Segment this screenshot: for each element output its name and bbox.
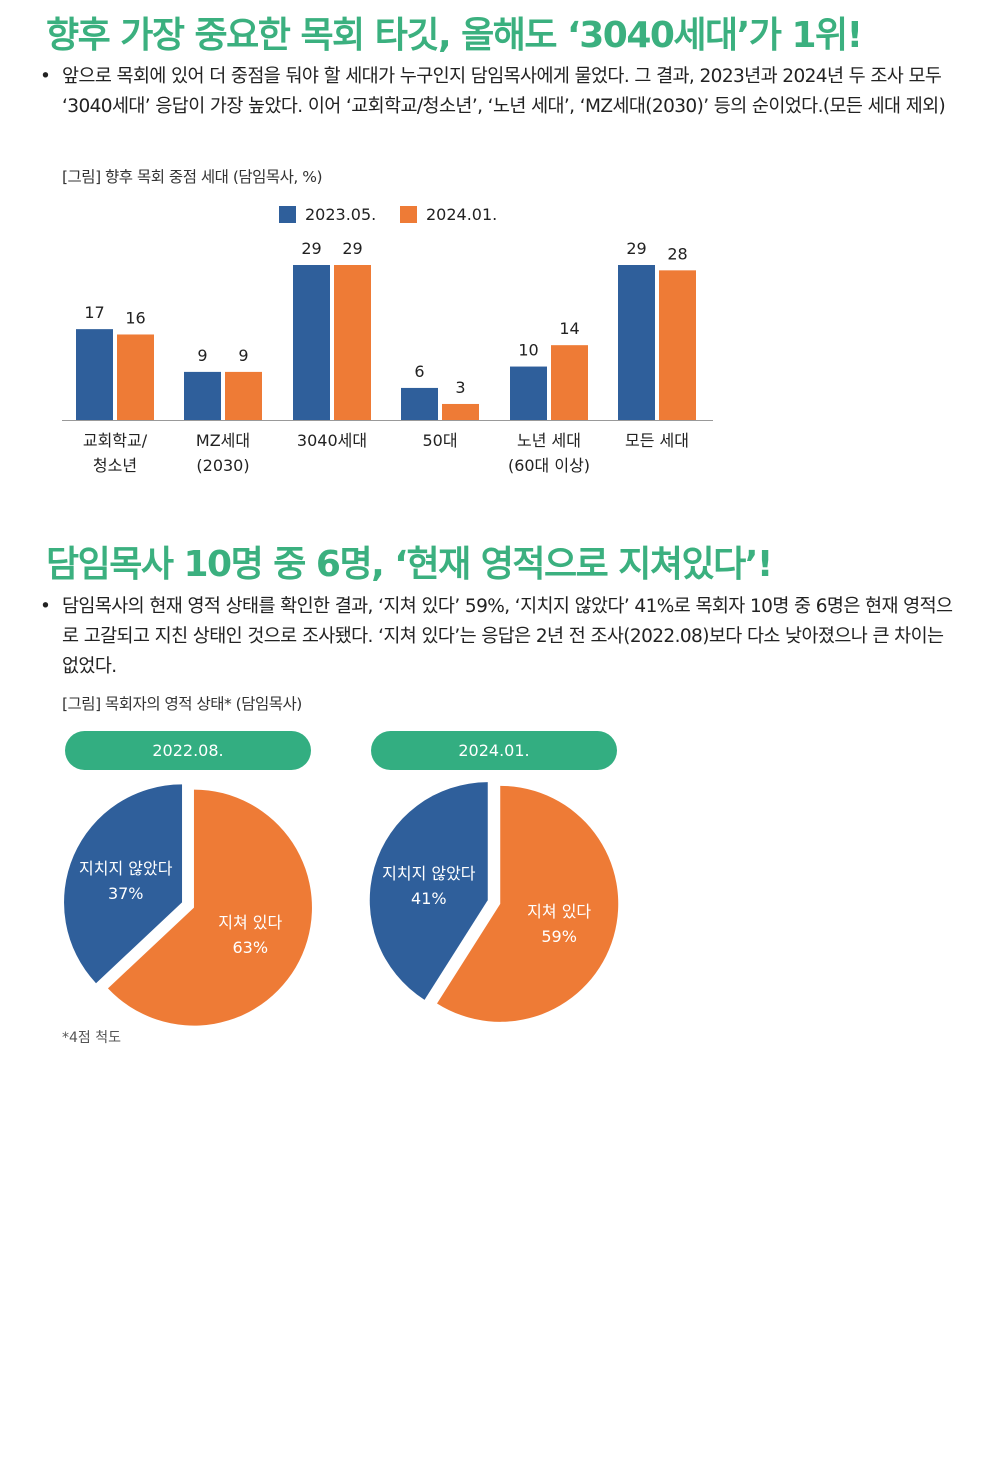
pie-1-slice-2-label: 지쳐 있다 [218, 913, 282, 932]
pie-2-header-pill [371, 731, 617, 770]
data-label-1-6: 29 [626, 239, 646, 258]
pie-1-header-pill [65, 731, 311, 770]
pie-1-title: 2022.08. [152, 741, 223, 760]
category-label-1-line1: 교회학교/ [83, 431, 148, 450]
category-label-2-line1: MZ세대 [196, 431, 250, 450]
bar-1-6 [618, 265, 655, 420]
section1-paragraph-block: • 앞으로 목회에 있어 더 중점을 둬야 할 세대가 누구인지 담임목사에게 … [40, 62, 965, 122]
bar-2-3 [334, 265, 371, 420]
data-label-2-4: 3 [455, 378, 465, 397]
data-label-1-5: 10 [518, 341, 538, 360]
section1-title: 향후 가장 중요한 목회 타깃, 올해도 ‘3040세대’가 1위! [46, 15, 863, 56]
data-label-1-4: 6 [414, 362, 424, 381]
data-label-2-1: 16 [125, 308, 145, 327]
category-label-2-line2: (2030) [196, 456, 249, 475]
data-label-2-6: 28 [667, 244, 687, 263]
bullet-icon: • [40, 596, 51, 617]
bar-1-3 [293, 265, 330, 420]
pie-2-title: 2024.01. [458, 741, 529, 760]
pie-2-slice-1-value: 41% [411, 889, 447, 908]
pie-2-slice-2-value: 59% [541, 927, 577, 946]
pie-2-slice-2 [437, 785, 619, 1022]
pie-2-slice-2-label: 지쳐 있다 [527, 902, 591, 921]
bar-2-2 [225, 371, 262, 420]
figure2-caption: [그림] 목회자의 영적 상태* (담임목사) [62, 695, 302, 713]
category-label-6: 모든 세대 [625, 431, 689, 450]
pie-1-slice-1-value: 37% [108, 884, 144, 903]
bar-2-1 [117, 334, 154, 420]
footnote: *4점 척도 [62, 1030, 121, 1046]
pie-charts: 2022.08. 지쳐 있다 63% 지치지 않았다 37% 2024.01. 지쳐 있다 5… [64, 731, 619, 1026]
legend-label-1: 2023.05. [305, 205, 376, 224]
data-label-2-2: 9 [238, 346, 248, 365]
bar-2-6 [659, 270, 696, 420]
bar-2-5 [551, 345, 588, 420]
figure1-caption: [그림] 향후 목회 중점 세대 (담임목사, %) [62, 168, 323, 186]
category-label-4: 50대 [422, 431, 457, 450]
category-label-1-line2: 청소년 [93, 456, 137, 475]
data-label-1-1: 17 [84, 303, 104, 322]
section1-paragraph: 앞으로 목회에 있어 더 중점을 둬야 할 세대가 누구인지 담임목사에게 물었… [62, 66, 946, 117]
category-label-3: 3040세대 [297, 431, 367, 450]
pie-1-slice-1-label: 지치지 않았다 [79, 859, 173, 878]
data-label-2-5: 14 [559, 319, 579, 338]
data-label-1-2: 9 [197, 346, 207, 365]
legend-swatch-1 [279, 206, 296, 223]
bar-1-5 [510, 366, 547, 420]
legend-swatch-2 [400, 206, 417, 223]
bar-1-1 [76, 329, 113, 420]
section2-paragraph: 담임목사의 현재 영적 상태를 확인한 결과, ‘지쳐 있다’ 59%, ‘지치… [62, 596, 953, 677]
section2-paragraph-block: • 담임목사의 현재 영적 상태를 확인한 결과, ‘지쳐 있다’ 59%, ‘… [40, 592, 965, 682]
pie-1-slice-1 [64, 784, 183, 984]
category-label-5-line1: 노년 세대 [517, 431, 581, 450]
section2-title: 담임목사 10명 중 6명, ‘현재 영적으로 지쳐있다’! [46, 544, 773, 585]
category-label-5-line2: (60대 이상) [508, 456, 590, 475]
pie-1-slice-2-value: 63% [232, 938, 268, 957]
bar-chart: 2023.05. 2024.01. 17 9 29 6 10 29 16 9 29 3 14 28 교회학교… [62, 205, 713, 475]
pie-1-slice-2 [107, 789, 312, 1026]
pie-2-slice-1-label: 지치지 않았다 [382, 864, 476, 883]
data-label-2-3: 29 [342, 239, 362, 258]
data-label-1-3: 29 [301, 239, 321, 258]
legend-label-2: 2024.01. [426, 205, 497, 224]
bar-2-4 [442, 403, 479, 420]
bar-1-4 [401, 387, 438, 420]
bar-1-2 [184, 371, 221, 420]
bullet-icon: • [40, 66, 51, 87]
pie-2-slice-1 [369, 782, 488, 1000]
